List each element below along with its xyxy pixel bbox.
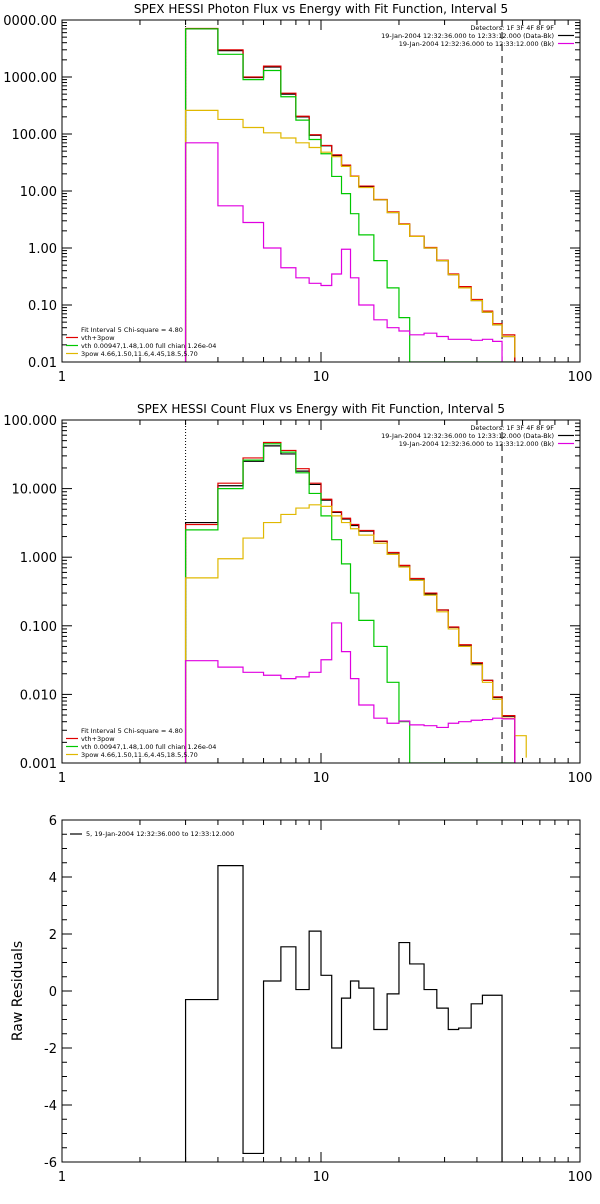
chart-title: SPEX HESSI Count Flux vs Energy with Fit…	[137, 402, 505, 416]
plot-frame	[61, 19, 581, 363]
legend-entry: 3pow 4.66,1.50,11.6,4.45,18.5,5.70	[81, 350, 198, 358]
y-tick-label: 2	[49, 928, 57, 943]
series-line-3	[184, 443, 515, 763]
series-group	[184, 27, 516, 362]
y-tick-label: 0.10	[28, 299, 57, 314]
legend-entry: vth 0.00947,1.48,1.00 full chian 1.26e-0…	[81, 342, 216, 350]
legend-entry: 19-Jan-2004 12:32:36.000 to 12:33:12.000…	[381, 32, 554, 40]
y-tick-label: 100.000	[3, 414, 57, 429]
y-tick-label: 6	[49, 814, 57, 829]
y-tick-label: 1.00	[28, 242, 57, 257]
x-tick-label: 1	[58, 1170, 66, 1185]
series-line-1	[184, 865, 503, 1162]
chart-panel-1: SPEX HESSI Photon Flux vs Energy with Fi…	[3, 2, 592, 385]
x-tick-label: 10	[313, 771, 330, 786]
x-tick-label: 10	[313, 1170, 330, 1185]
plot-frame	[61, 419, 581, 764]
y-tick-label: -4	[44, 1099, 57, 1114]
x-tick-label: 10	[313, 370, 330, 385]
y-tick-label: 0.01	[28, 356, 57, 371]
legend-entry: Detectors: 1F 3F 4F 8F 9F	[470, 24, 554, 32]
series-line-5	[184, 142, 503, 362]
legend-entry: 3pow 4.66,1.50,11.6,4.45,18.5,5.70	[81, 751, 198, 759]
plot-frame	[61, 819, 581, 1163]
series-group	[184, 441, 527, 763]
x-tick-label: 100	[568, 771, 593, 786]
legend-entry: Fit Interval 5 Chi-square = 4.80	[81, 326, 183, 334]
y-tick-label: 10.000	[12, 483, 58, 498]
series-line-4	[184, 109, 516, 362]
y-tick-label: 0.001	[20, 757, 57, 772]
chart-title: SPEX HESSI Photon Flux vs Energy with Fi…	[134, 2, 508, 16]
y-tick-label: 0.100	[20, 620, 57, 635]
series-line-3	[184, 28, 515, 362]
y-tick-label: 1.000	[20, 551, 57, 566]
legend-entry: 19-Jan-2004 12:32:36.000 to 12:33:12.000…	[381, 432, 554, 440]
x-tick-label: 100	[568, 370, 593, 385]
legend-entry: 19-Jan-2004 12:32:36.000 to 12:33:12.000…	[399, 40, 554, 48]
x-tick-label: 100	[568, 1170, 593, 1185]
legend-entry: vth 0.00947,1.48,1.00 full chian 1.26e-0…	[81, 743, 216, 751]
legend-entry: 19-Jan-2004 12:32:36.000 to 12:33:12.000…	[399, 440, 554, 448]
legend-entry: vth+3pow	[81, 334, 115, 342]
legend-entry: Detectors: 1F 3F 4F 8F 9F	[470, 424, 554, 432]
series-line-4	[184, 504, 527, 763]
y-tick-label: 100.00	[12, 128, 58, 143]
legend-entry: Fit Interval 5 Chi-square = 4.80	[81, 727, 183, 735]
y-tick-label: 0000.00	[3, 14, 57, 29]
chart-panel-3: Raw Residuals 1 10 100 -6 -4 -2 0 2 4 6 5, 19-Jan-2…	[10, 814, 592, 1185]
y-tick-label: -6	[44, 1156, 57, 1171]
chart-panel-2: SPEX HESSI Count Flux vs Energy with Fit…	[3, 402, 592, 786]
y-tick-label: 0.010	[20, 688, 57, 703]
series-line-5	[184, 622, 516, 763]
x-tick-label: 1	[58, 771, 66, 786]
y-tick-label: 0	[49, 985, 57, 1000]
y-tick-label: -2	[44, 1042, 57, 1057]
y-tick-label: 1000.00	[3, 71, 57, 86]
series-group	[184, 865, 503, 1162]
legend-entry: 5, 19-Jan-2004 12:32:36.000 to 12:33:12.…	[86, 830, 234, 838]
y-tick-label: 10.00	[20, 185, 57, 200]
legend-entry: vth+3pow	[81, 735, 115, 743]
x-tick-label: 1	[58, 370, 66, 385]
y-tick-label: 4	[49, 871, 57, 886]
y-axis-label: Raw Residuals	[10, 941, 26, 1041]
